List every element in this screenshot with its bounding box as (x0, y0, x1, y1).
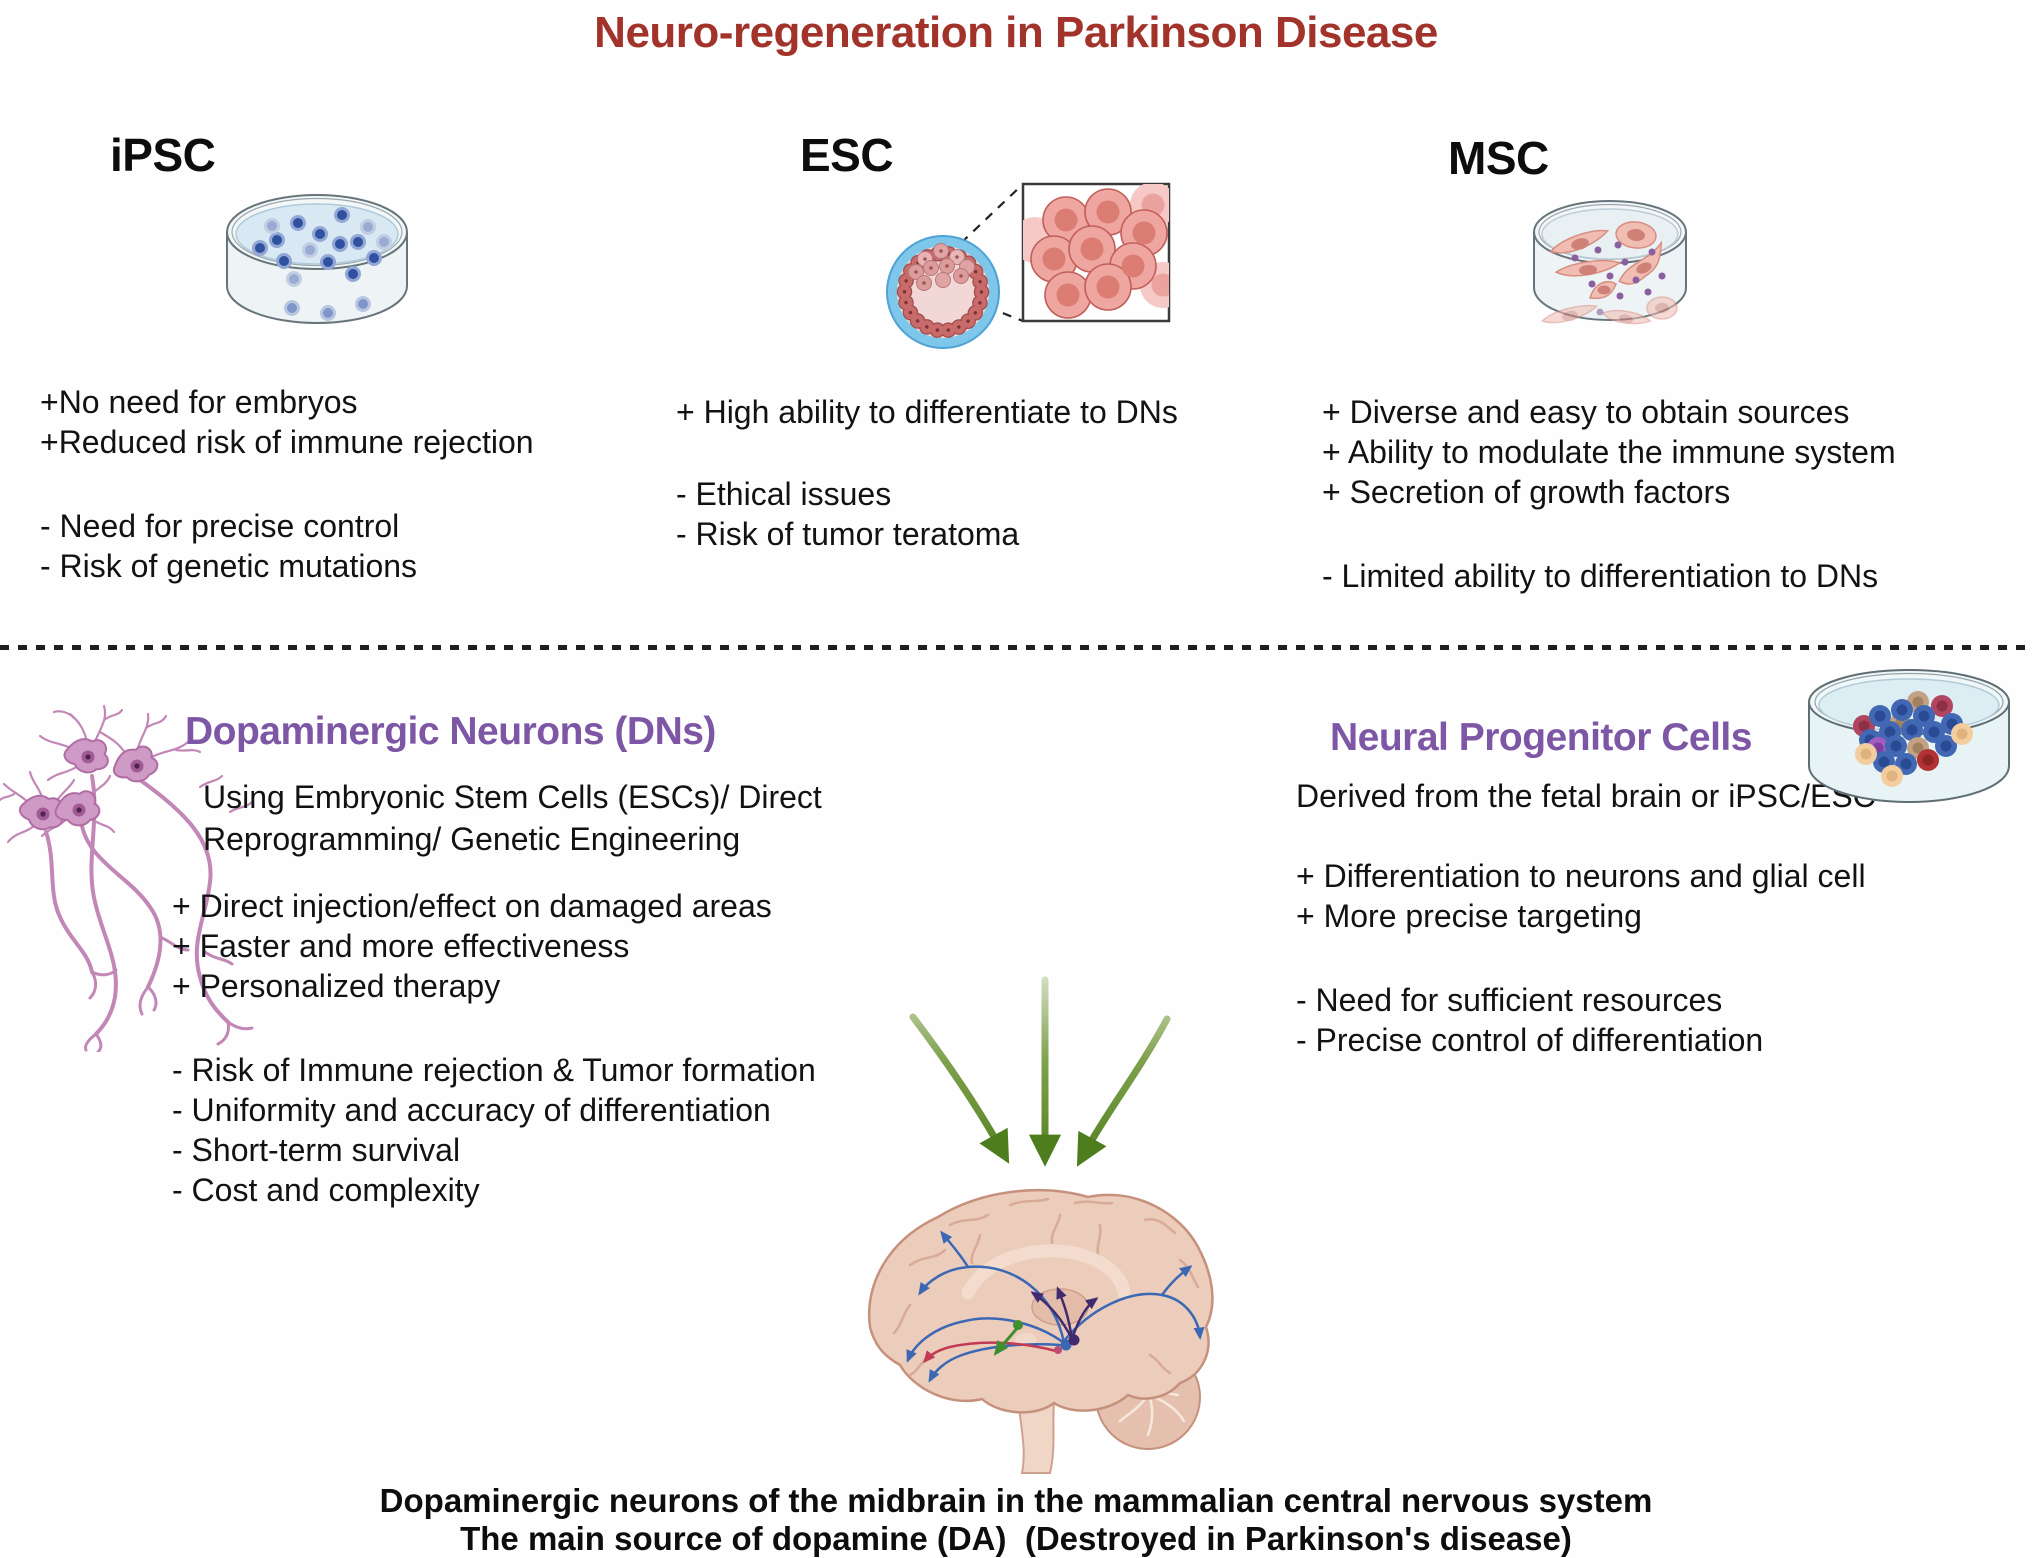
cons-group: - Need for sufficient resources - Precis… (1296, 980, 1866, 1060)
con-line: - Precise control of differentiation (1296, 1022, 1764, 1058)
dopamine-pathways (906, 1230, 1205, 1383)
pro-line: + Differentiation to neurons and glial c… (1296, 858, 1866, 894)
blastocyst-icon (886, 182, 1171, 349)
pros-group: + High ability to differentiate to DNs (676, 392, 1178, 432)
description-line: Derived from the fetal brain or iPSC/ESC (1296, 778, 1876, 814)
npc-description: Derived from the fetal brain or iPSC/ESC (1296, 776, 1876, 816)
heading-msc: MSC (1448, 132, 1549, 184)
corpus-callosum (961, 1244, 1131, 1300)
dn-heading: Dopaminergic Neurons (DNs) (185, 710, 716, 753)
con-line: - Limited ability to differentiation to … (1322, 558, 1879, 594)
pro-line: +No need for embryos (40, 384, 358, 420)
npc-heading: Neural Progenitor Cells (1330, 716, 1752, 759)
inner-cell-mass (908, 243, 975, 291)
ipsc-cells (252, 207, 392, 321)
pros-group: + Direct injection/effect on damaged are… (172, 886, 816, 1006)
page-title: Neuro-regeneration in Parkinson Disease (594, 8, 1438, 57)
pro-line: + Secretion of growth factors (1322, 474, 1731, 510)
pros-group: + Differentiation to neurons and glial c… (1296, 856, 1866, 936)
pro-line: + Ability to modulate the immune system (1322, 434, 1896, 470)
con-line: - Short-term survival (172, 1132, 461, 1168)
esc-inset-cells-icon (1023, 184, 1169, 319)
caption-line-2: The main source of dopamine (DA) (Destro… (460, 1520, 1572, 1557)
petri-dish-ipsc-icon (226, 194, 408, 324)
pros-group: + Diverse and easy to obtain sources + A… (1322, 392, 1896, 512)
pro-line: + Faster and more effectiveness (172, 928, 630, 964)
ipsc-text-block: +No need for embryos +Reduced risk of im… (40, 382, 534, 586)
dn-text-block: + Direct injection/effect on damaged are… (172, 886, 816, 1210)
con-line: - Need for sufficient resources (1296, 982, 1723, 1018)
con-line: - Risk of tumor teratoma (676, 516, 1020, 552)
pro-line: + More precise targeting (1296, 898, 1642, 934)
brain-icon (867, 1188, 1214, 1474)
pro-line: +Reduced risk of immune rejection (40, 424, 534, 460)
cons-group: - Limited ability to differentiation to … (1322, 556, 1896, 596)
con-line: - Cost and complexity (172, 1172, 480, 1208)
pro-line: + Diverse and easy to obtain sources (1322, 394, 1850, 430)
dashed-divider (0, 645, 2032, 650)
neurons-icon (0, 704, 254, 1052)
cons-group: - Risk of Immune rejection & Tumor forma… (172, 1050, 816, 1210)
petri-dish-npc-icon (1808, 669, 2010, 803)
gyri-lines (892, 1197, 1200, 1377)
msc-cells (1541, 221, 1678, 325)
heading-ipsc: iPSC (110, 129, 216, 181)
cons-group: - Ethical issues - Risk of tumor teratom… (676, 474, 1178, 554)
caption-line-1: Dopaminergic neurons of the midbrain in … (379, 1482, 1653, 1519)
pros-group: +No need for embryos +Reduced risk of im… (40, 382, 534, 462)
description-line: Using Embryonic Stem Cells (ESCs)/ Direc… (203, 779, 822, 815)
pro-line: + Direct injection/effect on damaged are… (172, 888, 772, 924)
dn-description: Using Embryonic Stem Cells (ESCs)/ Direc… (203, 776, 822, 860)
con-line: - Need for precise control (40, 508, 400, 544)
msc-text-block: + Diverse and easy to obtain sources + A… (1322, 392, 1896, 596)
green-arrows-icon (909, 976, 1171, 1167)
petri-dish-msc-icon (1533, 200, 1687, 325)
esc-text-block: + High ability to differentiate to DNs -… (676, 392, 1178, 554)
pro-line: + High ability to differentiate to DNs (676, 394, 1178, 430)
heading-esc: ESC (800, 129, 894, 181)
con-line: - Uniformity and accuracy of differentia… (172, 1092, 771, 1128)
con-line: - Ethical issues (676, 476, 892, 512)
npc-cells (1853, 691, 1973, 787)
con-line: - Risk of Immune rejection & Tumor forma… (172, 1052, 816, 1088)
npc-text-block: + Differentiation to neurons and glial c… (1296, 856, 1866, 1060)
description-line: Reprogramming/ Genetic Engineering (203, 821, 741, 857)
pro-line: + Personalized therapy (172, 968, 501, 1004)
con-line: - Risk of genetic mutations (40, 548, 418, 584)
cons-group: - Need for precise control - Risk of gen… (40, 506, 534, 586)
